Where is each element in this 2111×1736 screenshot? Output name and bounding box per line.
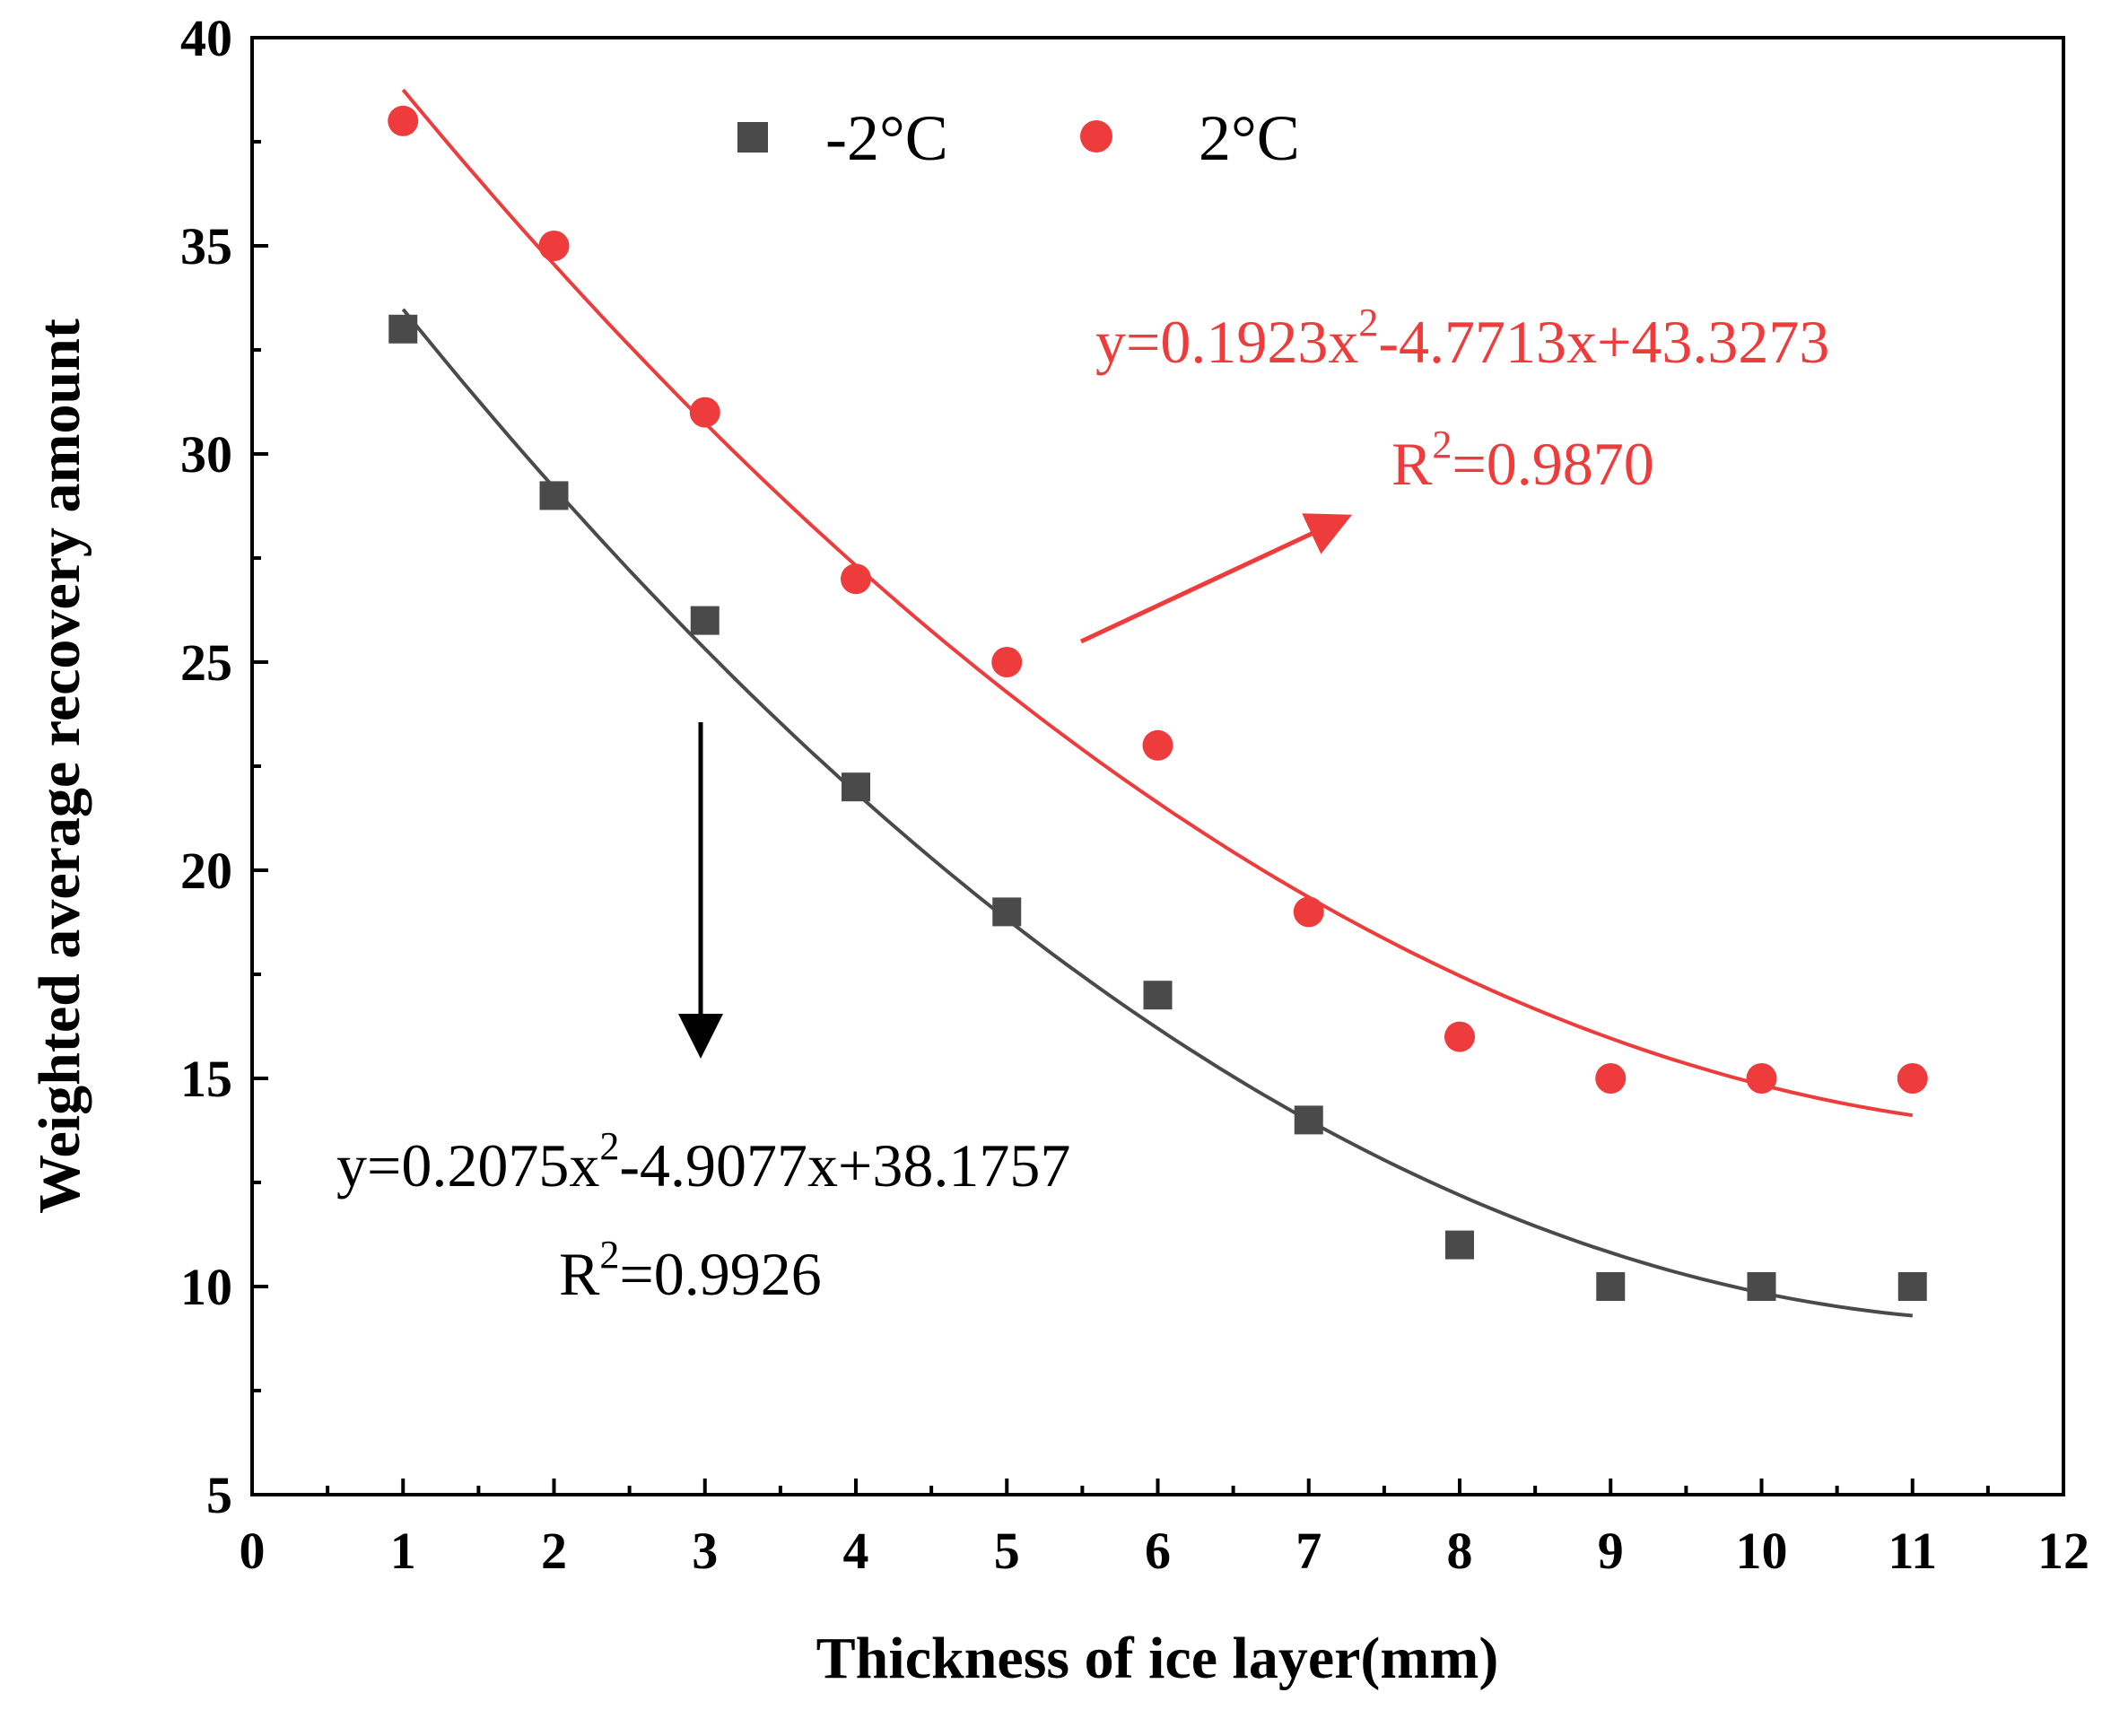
annotation-arrow-2c — [1079, 513, 1353, 644]
y-tick-label: 25 — [180, 633, 232, 692]
plot-frame — [250, 36, 2065, 1496]
y-tick-label: 30 — [180, 425, 232, 484]
data-point — [690, 606, 720, 635]
x-tick-label: 8 — [1447, 1522, 1473, 1580]
data-point — [1746, 1063, 1777, 1094]
x-tick-label: 10 — [1736, 1522, 1788, 1580]
data-point — [1142, 729, 1173, 761]
x-axis-title: Thickness of ice layer(mm) — [816, 1626, 1499, 1691]
x-tick-label: 5 — [994, 1522, 1020, 1580]
legend-marker-2c — [1080, 120, 1112, 153]
x-tick-label: 2 — [541, 1522, 567, 1580]
data-point — [1595, 1063, 1627, 1094]
x-tick-label: 1 — [390, 1522, 416, 1580]
data-point — [1293, 896, 1324, 928]
data-point — [1143, 981, 1173, 1010]
y-tick-label: 5 — [206, 1466, 232, 1524]
data-point — [1897, 1063, 1928, 1094]
legend-marker-minus-2c — [737, 122, 768, 153]
data-point — [538, 231, 570, 261]
x-tick-label: 6 — [1145, 1522, 1171, 1580]
data-point — [1445, 1230, 1474, 1260]
data-point — [1444, 1021, 1475, 1052]
y-axis-title: Weighted average recovery amount — [27, 318, 92, 1214]
equation-2c: y=0.1923x2-4.7713x+43.3273 — [1095, 301, 1829, 376]
x-tick-label: 7 — [1295, 1522, 1322, 1580]
r-squared-minus-2c: R2=0.9926 — [559, 1233, 822, 1308]
x-tick-label: 0 — [240, 1522, 266, 1580]
fit-curve-2c — [401, 88, 1914, 1118]
x-tick-label: 12 — [2037, 1522, 2089, 1580]
data-point — [991, 647, 1023, 677]
legend: -2°C 2°C — [737, 102, 1300, 174]
data-point — [689, 397, 720, 428]
y-tick-label: 20 — [180, 842, 232, 900]
data-point — [388, 105, 419, 136]
equation-minus-2c: y=0.2075x2-4.9077x+38.1757 — [336, 1124, 1070, 1199]
series-minus-2c-points — [388, 314, 1927, 1301]
data-point — [1897, 1272, 1927, 1301]
y-tick-label: 10 — [180, 1258, 232, 1316]
data-point — [842, 772, 870, 802]
x-tick-label: 9 — [1598, 1522, 1624, 1580]
legend-label-2c: 2°C — [1199, 102, 1300, 174]
y-axis-ticks: 5 10 15 20 25 30 35 40 — [180, 9, 268, 1524]
y-tick-label: 40 — [180, 9, 232, 67]
legend-label-minus-2c: -2°C — [825, 102, 948, 174]
data-point — [539, 481, 569, 510]
y-tick-label: 15 — [180, 1050, 232, 1108]
x-tick-label: 4 — [843, 1522, 869, 1580]
data-point — [1294, 1105, 1323, 1135]
data-point — [841, 563, 871, 595]
x-tick-label: 3 — [692, 1522, 718, 1580]
fit-curve-minus-2c — [401, 308, 1913, 1318]
data-point — [992, 897, 1022, 927]
series-2c-points — [388, 105, 1928, 1094]
data-point — [1747, 1272, 1776, 1301]
x-tick-label: 11 — [1888, 1522, 1937, 1580]
x-axis-ticks: 0 1 2 3 4 5 6 7 8 9 10 11 12 — [240, 1479, 2089, 1580]
data-point — [1596, 1272, 1626, 1301]
data-point — [388, 314, 418, 344]
y-tick-label: 35 — [180, 217, 232, 275]
r-squared-2c: R2=0.9870 — [1391, 423, 1654, 498]
